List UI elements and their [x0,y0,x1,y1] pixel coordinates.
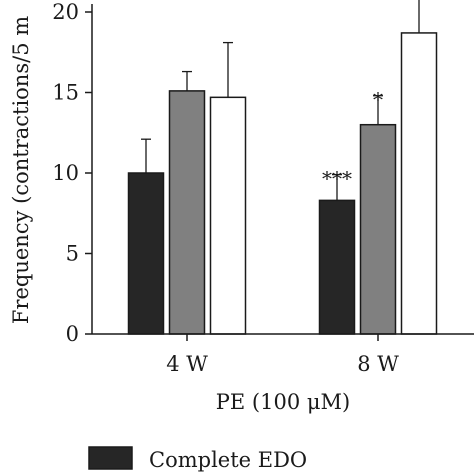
x-axis: 4 W 8 W [92,333,474,376]
y-axis-label: Frequency (contractions/5 m [9,16,33,324]
y-tick-label: 5 [66,242,79,266]
y-tick-label: 10 [52,161,79,185]
bar [359,123,397,335]
bars: **** [127,0,438,335]
x-tick-label: 8 W [357,352,399,376]
legend-swatch-complete-edo [88,446,133,470]
bar [168,90,206,335]
y-tick-label: 0 [66,322,79,346]
bar [400,32,438,335]
legend: Complete EDO [88,446,307,472]
significance-marker: * [373,88,383,112]
bar [127,172,165,335]
bar [209,96,247,335]
x-tick-label: 4 W [166,352,208,376]
significance-marker: *** [322,167,352,191]
legend-label-complete-edo: Complete EDO [149,448,307,472]
bar [318,199,356,335]
y-axis: 0 5 10 15 20 [52,0,93,346]
x-axis-label: PE (100 μM) [216,390,350,414]
y-tick-label: 15 [52,81,79,105]
y-tick-label: 20 [52,0,79,24]
